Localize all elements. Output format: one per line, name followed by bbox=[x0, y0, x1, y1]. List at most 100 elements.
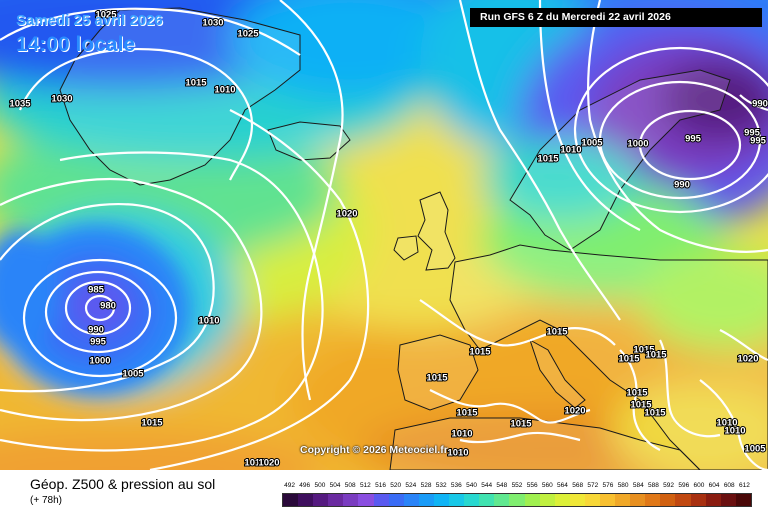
scale-bar bbox=[282, 493, 752, 507]
isobar-label: 1005 bbox=[122, 369, 144, 380]
scale-value-label: 540 bbox=[466, 482, 477, 489]
isobar-label: 1010 bbox=[214, 85, 235, 96]
scale-value-label: 536 bbox=[450, 482, 462, 489]
scale-value-label: 592 bbox=[663, 482, 675, 489]
isobar-label: 1020 bbox=[564, 406, 585, 417]
scale-value-label: 552 bbox=[511, 482, 523, 489]
scale-value-label: 512 bbox=[359, 482, 371, 489]
scale-swatch bbox=[539, 494, 555, 506]
scale-swatch bbox=[599, 494, 616, 506]
isobar-label: 1015 bbox=[469, 347, 491, 358]
scale-value-label: 568 bbox=[572, 482, 584, 489]
scale-swatch bbox=[464, 494, 480, 506]
scale-value-label: 572 bbox=[587, 482, 599, 489]
copyright-text: Copyright © 2026 Meteociel.fr bbox=[300, 444, 448, 456]
isobar-label: 1025 bbox=[95, 10, 117, 21]
isobar-label: 1010 bbox=[244, 458, 265, 469]
forecast-date: Samedi 25 avril 2026 bbox=[16, 12, 163, 29]
isobar-label: 1015 bbox=[185, 78, 207, 89]
scale-swatch bbox=[388, 494, 404, 506]
scale-value-label: 548 bbox=[496, 482, 508, 489]
scale-swatch bbox=[494, 494, 510, 506]
scale-swatch bbox=[735, 494, 751, 506]
isobar-label: 1020 bbox=[336, 209, 357, 220]
scale-value-label: 608 bbox=[723, 482, 735, 489]
scale-swatch bbox=[660, 494, 676, 506]
isobar-label: 995 bbox=[90, 337, 107, 348]
geopotential-field bbox=[0, 0, 768, 470]
isobars bbox=[0, 0, 768, 470]
scale-value-label: 544 bbox=[481, 482, 493, 489]
isobar-label: 990 bbox=[752, 99, 768, 110]
isobar-label: 1025 bbox=[237, 29, 259, 40]
scale-value-label: 532 bbox=[435, 482, 447, 489]
isobar-label: 1015 bbox=[426, 373, 448, 384]
scale-value-label: 528 bbox=[420, 482, 432, 489]
isobar-label: 1000 bbox=[627, 139, 648, 150]
isobar-label: 985 bbox=[88, 285, 105, 296]
isobar-label: 1010 bbox=[560, 145, 581, 156]
isobar-label: 1030 bbox=[51, 94, 72, 105]
isobar-label: 1015 bbox=[537, 154, 559, 165]
scale-labels: 492 496 500 504 508 512 516 520 524 528 532 536 540 5… bbox=[282, 482, 752, 492]
scale-swatch bbox=[645, 494, 661, 506]
scale-value-label: 604 bbox=[708, 482, 720, 489]
isobar-label: 1015 bbox=[546, 327, 568, 338]
isobar-label: 1020 bbox=[258, 458, 279, 469]
isobar-label: 1015 bbox=[618, 354, 640, 365]
isobar-label: 1020 bbox=[737, 354, 758, 365]
isobar-label: 1000 bbox=[89, 356, 110, 367]
isobar-label: 1010 bbox=[451, 429, 472, 440]
scale-swatch bbox=[328, 494, 344, 506]
scale-swatch bbox=[524, 494, 540, 506]
scale-swatch bbox=[283, 494, 299, 506]
isobar-label: 1005 bbox=[744, 444, 766, 455]
scale-swatch bbox=[343, 494, 359, 506]
forecast-range: (+ 78h) bbox=[30, 495, 62, 506]
scale-swatch bbox=[313, 494, 329, 506]
isobar-label: 1010 bbox=[198, 316, 219, 327]
scale-value-label: 504 bbox=[329, 482, 341, 489]
isobar-label: 1035 bbox=[9, 99, 31, 110]
isobar-label: 1015 bbox=[141, 418, 163, 429]
scale-swatch bbox=[705, 494, 721, 506]
scale-value-label: 612 bbox=[738, 482, 750, 489]
scale-value-label: 600 bbox=[693, 482, 705, 489]
forecast-time: 14:00 locale bbox=[16, 33, 136, 56]
isobar-label: 1015 bbox=[510, 419, 532, 430]
isobar-label: 1030 bbox=[202, 18, 223, 29]
isobar-label: 995 bbox=[744, 128, 761, 139]
scale-swatch bbox=[675, 494, 691, 506]
scale-swatch bbox=[569, 494, 585, 506]
isobar-label: 1015 bbox=[456, 408, 478, 419]
scale-swatch bbox=[433, 494, 450, 506]
landmasses bbox=[59, 7, 768, 470]
scale-swatch bbox=[358, 494, 374, 506]
chart-title: Géop. Z500 & pression au sol bbox=[30, 476, 216, 492]
isobar-label: 1015 bbox=[633, 345, 655, 356]
scale-swatch bbox=[584, 494, 600, 506]
scale-swatch bbox=[509, 494, 525, 506]
isobar-label: 1010 bbox=[724, 426, 745, 437]
scale-swatch bbox=[554, 494, 570, 506]
scale-value-label: 576 bbox=[602, 482, 614, 489]
scale-value-label: 596 bbox=[678, 482, 690, 489]
scale-swatch bbox=[690, 494, 706, 506]
scale-value-label: 520 bbox=[390, 482, 402, 489]
isobar-label: 995 bbox=[685, 134, 702, 145]
isobar-label: 1015 bbox=[645, 350, 667, 361]
scale-value-label: 508 bbox=[344, 482, 356, 489]
scale-value-label: 580 bbox=[617, 482, 629, 489]
isobar-label: 1015 bbox=[644, 408, 666, 419]
isobar-label: 1010 bbox=[447, 448, 468, 459]
scale-swatch bbox=[403, 494, 419, 506]
isobar-label: 995 bbox=[750, 136, 767, 147]
scale-value-label: 560 bbox=[541, 482, 553, 489]
scale-swatch bbox=[373, 494, 389, 506]
isobar-label: 990 bbox=[88, 325, 104, 336]
color-scale-legend: 492 496 500 504 508 512 516 520 524 528 532 536 540 5… bbox=[282, 482, 752, 510]
scale-value-label: 556 bbox=[526, 482, 538, 489]
isobar-label: 1005 bbox=[581, 138, 603, 149]
